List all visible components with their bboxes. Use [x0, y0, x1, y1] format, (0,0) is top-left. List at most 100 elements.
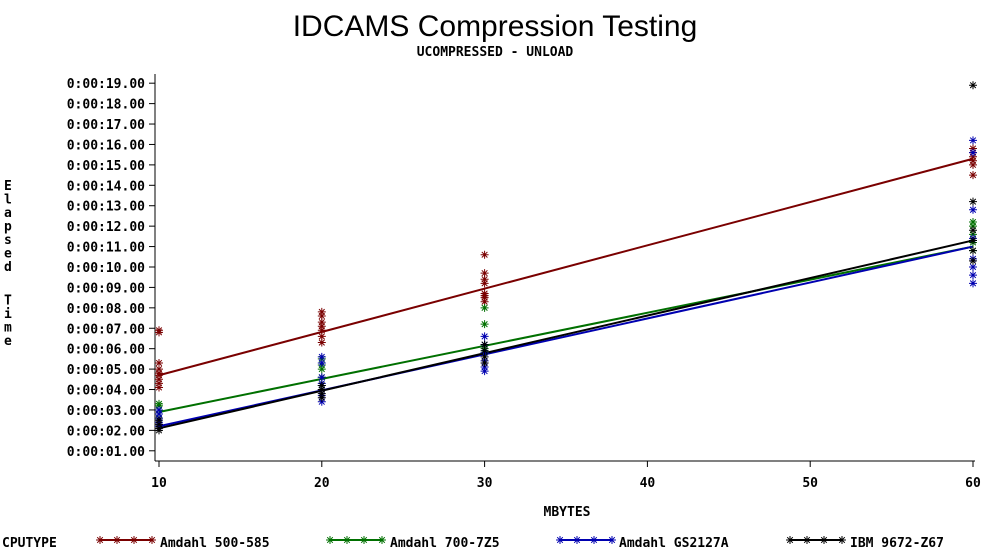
y-tick-label: 0:00:02.00 — [67, 424, 145, 439]
data-point — [155, 369, 163, 378]
y-axis-label-char: e — [4, 247, 12, 262]
y-axis-label-char: d — [4, 260, 12, 275]
chart-title: IDCAMS Compression Testing — [293, 10, 698, 43]
data-point — [969, 171, 977, 180]
y-axis-label-char: a — [4, 206, 12, 221]
data-point — [969, 205, 977, 214]
data-point — [969, 226, 977, 235]
data-point — [969, 246, 977, 255]
data-point — [969, 152, 977, 161]
data-point — [317, 397, 326, 406]
y-tick-label: 0:00:11.00 — [67, 241, 145, 256]
legend-swatch-marker — [608, 536, 616, 544]
legend-swatch-marker — [96, 536, 104, 544]
legend-swatch-marker — [148, 536, 156, 544]
data-point — [969, 197, 977, 206]
y-tick-label: 0:00:03.00 — [67, 404, 145, 419]
legend-swatch-marker — [820, 536, 828, 544]
x-tick-label: 10 — [151, 476, 167, 491]
x-tick-label: 20 — [314, 476, 330, 491]
legend-entry-label: Amdahl 500-585 — [160, 536, 270, 551]
data-point — [480, 352, 489, 361]
x-tick-label: 30 — [477, 476, 493, 491]
fit-line — [158, 239, 974, 430]
legend-swatch-marker — [838, 536, 846, 544]
legend-entry-label: Amdahl 700-7Z5 — [390, 536, 500, 551]
data-point — [969, 136, 977, 145]
y-tick-label: 0:00:15.00 — [67, 159, 145, 174]
y-tick-label: 0:00:19.00 — [67, 77, 145, 92]
data-point — [480, 250, 489, 259]
data-point — [969, 218, 977, 227]
data-point — [969, 256, 977, 265]
fit-line — [158, 245, 974, 413]
y-tick-label: 0:00:09.00 — [67, 281, 145, 296]
data-point — [155, 383, 163, 392]
data-point — [155, 410, 163, 419]
data-point — [969, 160, 977, 169]
data-point — [480, 269, 489, 278]
data-point — [317, 307, 326, 316]
legend-swatch-marker — [556, 536, 564, 544]
y-tick-label: 0:00:01.00 — [67, 445, 145, 460]
y-tick-label: 0:00:13.00 — [67, 200, 145, 215]
data-point — [969, 230, 977, 239]
data-point — [155, 379, 163, 388]
data-point — [317, 322, 326, 331]
legend-swatch-marker — [113, 536, 121, 544]
x-axis-label: MBYTES — [544, 505, 591, 520]
fit-line — [158, 157, 974, 377]
data-point — [480, 346, 489, 355]
y-tick-label: 0:00:12.00 — [67, 220, 145, 235]
data-point — [155, 405, 163, 414]
y-tick-label: 0:00:06.00 — [67, 343, 145, 358]
data-point — [317, 312, 326, 321]
x-tick-label: 50 — [802, 476, 818, 491]
y-tick-label: 0:00:17.00 — [67, 118, 145, 133]
data-point — [969, 262, 977, 271]
y-axis-label-char: s — [4, 233, 12, 248]
legend-swatch-marker — [326, 536, 334, 544]
data-point — [155, 416, 163, 425]
data-point — [317, 381, 326, 390]
data-point — [155, 420, 163, 429]
y-axis-label-char: e — [4, 334, 12, 349]
y-tick-label: 0:00:04.00 — [67, 384, 145, 399]
x-tick-label: 40 — [640, 476, 656, 491]
data-point — [969, 81, 977, 90]
data-point — [969, 222, 977, 231]
y-axis-label-char: i — [4, 307, 12, 322]
data-point — [317, 389, 326, 398]
legend-swatch-marker — [360, 536, 368, 544]
legend-swatch-marker — [573, 536, 581, 544]
x-axis: 10 20 30 40 50 60 — [151, 460, 981, 491]
y-axis-label-char: m — [4, 321, 12, 336]
y-tick-label: 0:00:05.00 — [67, 363, 145, 378]
data-point — [969, 156, 977, 165]
data-point — [155, 399, 163, 408]
data-point — [155, 424, 163, 433]
data-point — [969, 144, 977, 153]
y-tick-label: 0:00:10.00 — [67, 261, 145, 276]
fit-lines — [158, 157, 974, 430]
x-tick-label: 60 — [965, 476, 981, 491]
data-point — [317, 393, 326, 402]
data-point — [480, 275, 489, 284]
data-point — [155, 358, 163, 367]
y-axis-label-char: T — [4, 294, 12, 309]
data-point — [317, 373, 326, 382]
legend-entry-label: Amdahl GS2127A — [619, 536, 729, 551]
data-point — [480, 340, 489, 349]
data-point — [155, 326, 163, 335]
data-point — [480, 320, 489, 329]
legend-title: CPUTYPE — [2, 536, 57, 551]
legend-entry-label: IBM 9672-Z67 — [850, 536, 944, 551]
y-axis-label-char: l — [4, 193, 12, 208]
y-tick-label: 0:00:16.00 — [67, 138, 145, 153]
y-axis-label-char: p — [4, 220, 12, 235]
data-point — [480, 363, 489, 372]
data-point — [969, 148, 977, 157]
data-point — [480, 297, 489, 306]
